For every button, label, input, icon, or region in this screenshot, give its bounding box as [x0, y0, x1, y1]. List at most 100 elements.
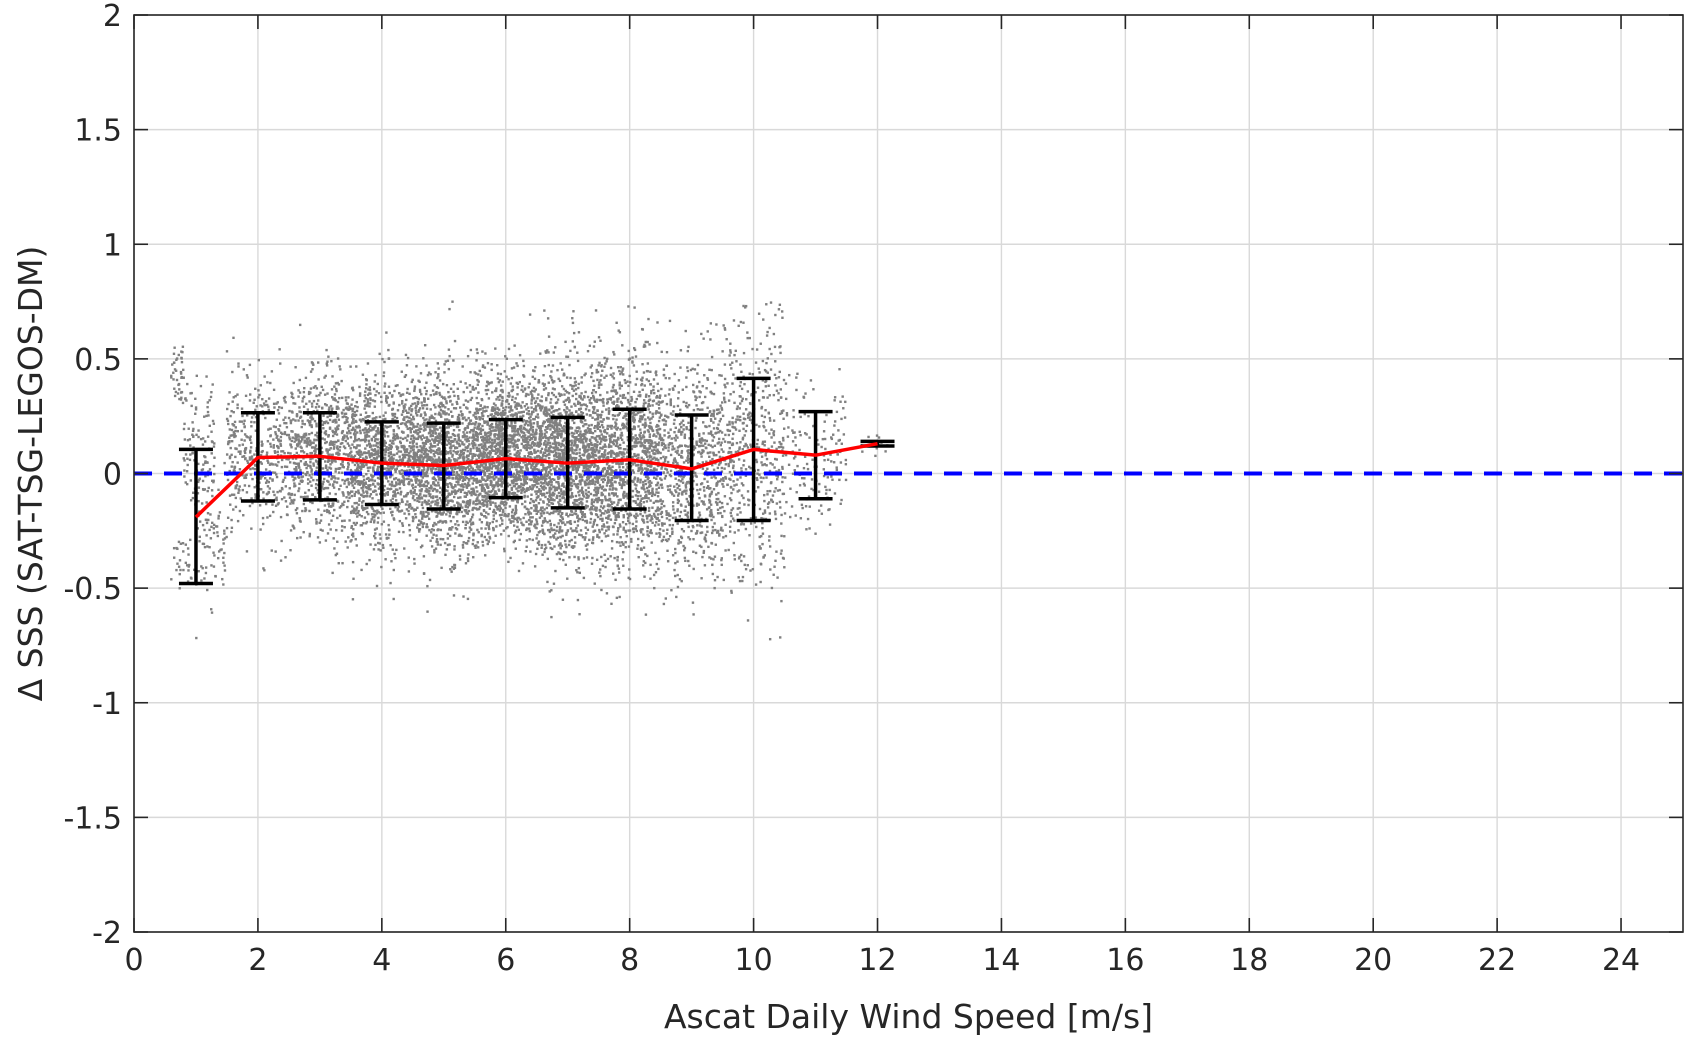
scatter-point — [179, 542, 183, 545]
scatter-point — [434, 371, 437, 374]
scatter-point — [309, 440, 312, 443]
scatter-point — [400, 413, 404, 416]
scatter-point — [284, 485, 287, 488]
scatter-point — [408, 534, 412, 537]
scatter-point — [363, 494, 366, 498]
scatter-point — [529, 516, 532, 519]
scatter-point — [280, 465, 284, 469]
scatter-point — [181, 350, 184, 354]
scatter-point — [254, 408, 257, 412]
scatter-point — [488, 535, 491, 539]
scatter-point — [444, 360, 448, 363]
scatter-point — [469, 528, 473, 531]
scatter-point — [339, 505, 343, 508]
scatter-point — [431, 482, 435, 485]
scatter-point — [447, 348, 451, 351]
scatter-point — [430, 531, 433, 534]
scatter-point — [524, 394, 528, 398]
scatter-point — [463, 514, 466, 518]
scatter-point — [242, 422, 246, 425]
scatter-point — [451, 471, 454, 474]
scatter-point — [383, 444, 386, 447]
scatter-point — [296, 463, 300, 466]
scatter-point — [397, 530, 401, 534]
scatter-point — [465, 435, 468, 438]
scatter-point — [475, 544, 478, 547]
scatter-point — [458, 418, 461, 422]
scatter-point — [297, 435, 301, 438]
scatter-point — [321, 423, 325, 426]
scatter-point — [471, 455, 474, 458]
scatter-point — [374, 536, 377, 540]
scatter-point — [470, 490, 473, 494]
scatter-point — [234, 426, 237, 429]
scatter-point — [478, 505, 482, 509]
scatter-point — [407, 457, 411, 460]
scatter-point — [334, 430, 338, 433]
scatter-point — [508, 518, 511, 521]
scatter-point — [467, 481, 470, 485]
scatter-point — [333, 440, 336, 444]
scatter-point — [333, 508, 336, 512]
scatter-point — [524, 443, 528, 447]
scatter-point — [468, 430, 472, 434]
scatter-point — [207, 486, 210, 490]
scatter-point — [439, 537, 442, 541]
scatter-point — [499, 384, 503, 387]
scatter-point — [315, 394, 318, 398]
scatter-point — [477, 449, 480, 452]
scatter-point — [338, 445, 342, 449]
scatter-point — [231, 400, 234, 403]
scatter-point — [362, 522, 365, 525]
scatter-point — [423, 426, 426, 429]
scatter-point — [479, 451, 482, 454]
scatter-point — [384, 499, 388, 503]
scatter-point — [261, 449, 264, 453]
scatter-point — [371, 497, 374, 500]
scatter-point — [317, 399, 320, 402]
scatter-point — [243, 449, 246, 453]
scatter-point — [513, 424, 516, 428]
scatter-point — [468, 520, 472, 523]
scatter-point — [325, 440, 328, 444]
scatter-point — [309, 461, 312, 464]
scatter-point — [363, 419, 366, 422]
scatter-point — [316, 409, 319, 412]
scatter-point — [180, 396, 183, 399]
scatter-point — [479, 468, 482, 472]
scatter-point — [356, 479, 360, 483]
scatter-point — [475, 407, 478, 411]
scatter-point — [346, 437, 349, 440]
scatter-point — [302, 495, 305, 499]
scatter-point — [530, 493, 533, 496]
scatter-point — [330, 359, 333, 363]
scatter-point — [486, 492, 489, 496]
scatter-point — [504, 411, 507, 415]
scatter-point — [335, 499, 339, 502]
scatter-point — [434, 479, 438, 482]
scatter-point — [372, 387, 376, 391]
scatter-point — [410, 418, 413, 421]
scatter-point — [253, 421, 256, 424]
scatter-point — [243, 425, 246, 429]
scatter-point — [343, 500, 346, 504]
scatter-point — [514, 547, 517, 550]
scatter-point — [434, 419, 438, 423]
scatter-point — [420, 488, 423, 491]
scatter-point — [509, 405, 513, 408]
scatter-point — [213, 554, 216, 557]
scatter-point — [403, 375, 407, 379]
scatter-point — [271, 471, 275, 474]
scatter-point — [198, 520, 202, 523]
scatter-point — [403, 454, 406, 458]
scatter-point — [246, 435, 249, 439]
scatter-point — [511, 442, 514, 445]
scatter-point — [515, 362, 518, 365]
scatter-point — [198, 535, 201, 539]
scatter-point — [309, 370, 313, 373]
scatter-point — [471, 442, 474, 445]
scatter-point — [279, 362, 282, 365]
scatter-point — [487, 445, 491, 449]
scatter-point — [410, 422, 414, 425]
scatter-point — [427, 502, 431, 506]
